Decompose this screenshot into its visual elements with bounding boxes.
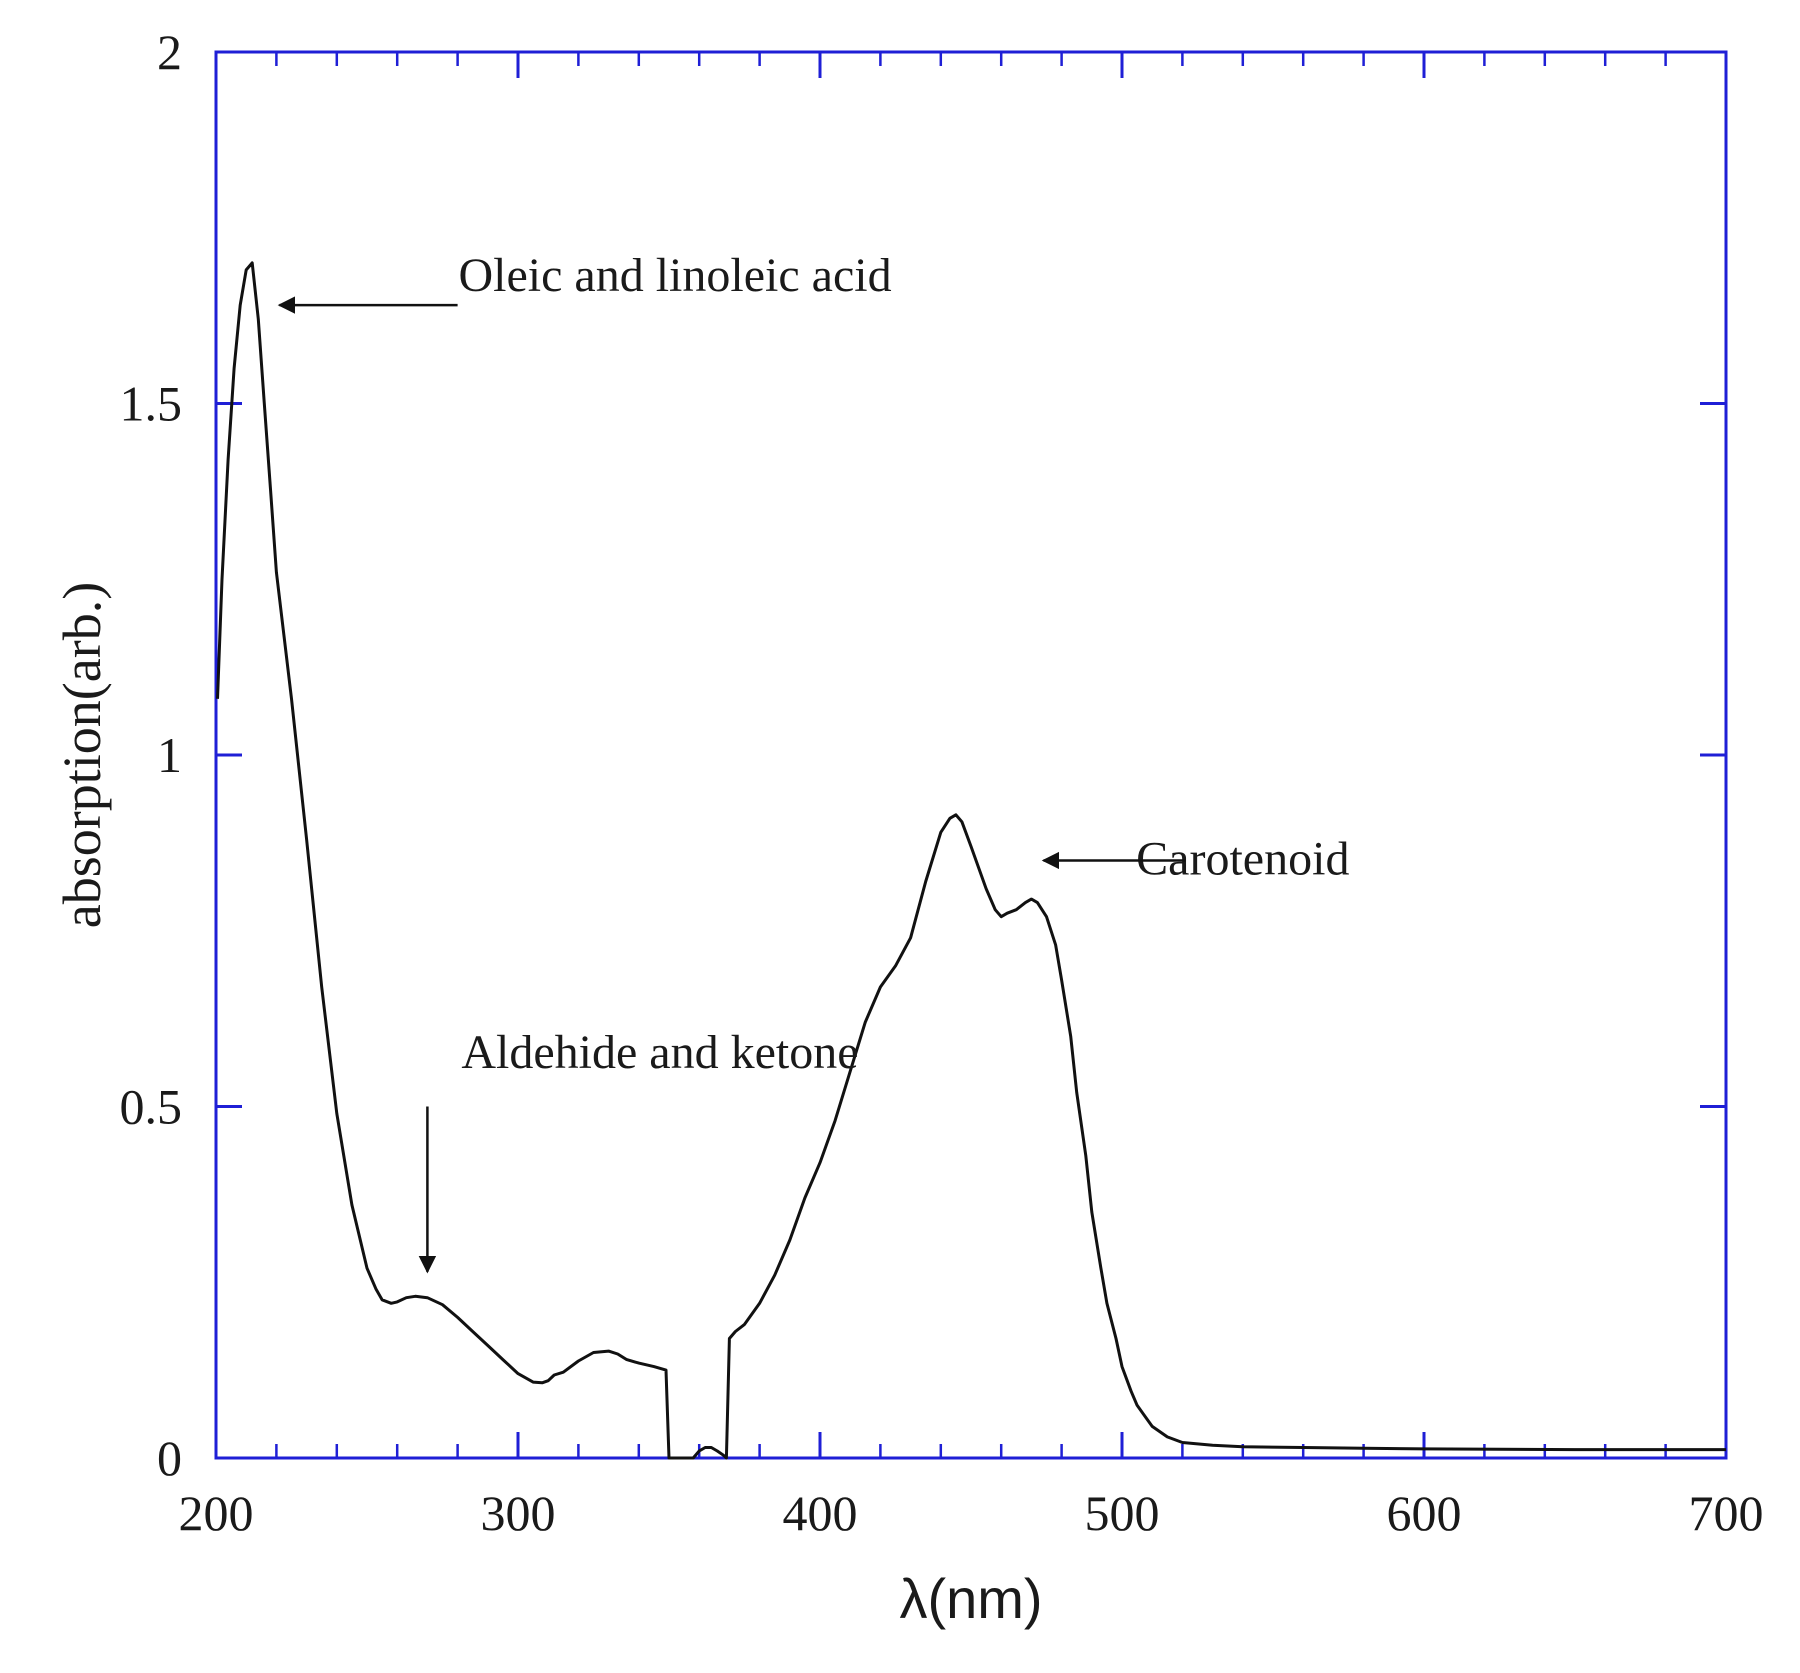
major-ticks	[214, 50, 1728, 1460]
x-tick-label: 300	[481, 1485, 556, 1541]
plot-frame	[214, 50, 1728, 1460]
x-tick-label: 700	[1689, 1485, 1764, 1541]
x-axis-title: λ(nm)	[899, 1567, 1042, 1630]
annotations: Oleic and linoleic acid Carotenoid Aldehid…	[277, 249, 1349, 1274]
x-tick-label: 600	[1387, 1485, 1462, 1541]
tick-labels: 200 300 400 500 600 700 0 0.5 1 1.5 2	[120, 24, 1764, 1541]
x-tick-label: 200	[179, 1485, 254, 1541]
annotation-label: Oleic and linoleic acid	[458, 249, 891, 302]
absorption-series-line	[216, 261, 1726, 1460]
y-tick-label: 2	[157, 24, 182, 80]
y-tick-label: 1.5	[120, 376, 183, 432]
annotation-label: Aldehide and ketone	[461, 1026, 858, 1079]
y-tick-label: 0	[157, 1430, 182, 1486]
x-tick-label: 400	[783, 1485, 858, 1541]
y-tick-label: 1	[157, 727, 182, 783]
annotation-label: Carotenoid	[1136, 833, 1349, 886]
y-axis-title: absorption(arb.)	[52, 582, 112, 928]
y-tick-label: 0.5	[120, 1079, 183, 1135]
x-tick-label: 500	[1085, 1485, 1160, 1541]
